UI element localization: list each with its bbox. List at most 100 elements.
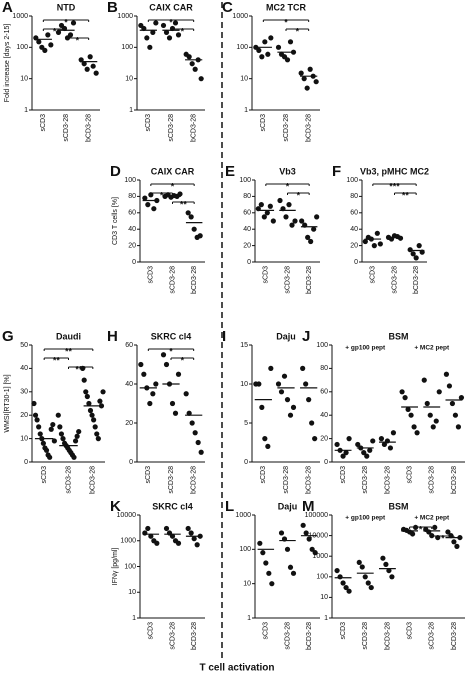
data-point [386,567,392,574]
x-tick-label: bCD3-28 [191,114,198,142]
y-tick-label: 10 [125,76,133,83]
x-tick-label: sCD3 [40,114,47,132]
data-point [409,531,416,537]
y-tick-label: 100 [346,177,358,184]
data-point [81,377,87,383]
data-point [300,365,306,371]
y-tick-label: 40 [243,226,251,233]
panel-title: Daju [278,501,298,511]
data-point [298,70,304,76]
x-tick-label: bCD3-28 [86,114,93,142]
data-point [303,530,309,536]
x-tick-label: bCD3-28 [191,622,198,650]
data-point [308,238,314,245]
sig-label: *** [389,181,400,191]
data-point [188,214,194,220]
data-point [42,47,48,53]
data-point [343,584,349,591]
data-point [277,197,283,204]
data-point [356,559,362,566]
sig-label: *** [75,364,86,374]
data-point [413,255,419,261]
data-point [169,533,176,539]
y-tick-label: 0 [354,259,358,266]
y-tick-label: 1000 [312,553,328,560]
data-point [262,436,268,442]
x-tick-label: sCD3 [41,466,48,484]
panel-letter: G [2,328,14,345]
data-point [31,400,37,407]
x-tick-label: sCD3 [263,266,270,284]
panel-title: Daudi [56,331,81,341]
data-point [430,424,436,430]
x-tick-label: sCD3 [260,114,267,132]
data-point [84,393,90,400]
panel-letter: F [332,163,341,180]
sig-label: * [296,26,300,36]
x-tick-label: sCD3-28 [283,114,290,142]
panel-title: SKRC cl4 [151,331,192,341]
data-point [433,418,439,424]
x-tick-label: bCD3-28 [191,266,198,294]
data-point [410,251,416,257]
data-point [292,218,298,224]
y-tick-label: 10 [240,76,248,83]
data-point [97,398,103,404]
data-point [340,580,346,586]
data-point [142,195,148,201]
data-point [87,407,94,414]
sig-label: * [419,524,423,534]
data-point [189,61,195,67]
data-point [267,203,273,209]
data-point [40,440,46,446]
y-tick-label: 100000 [305,512,328,519]
data-point [150,391,156,397]
y-tick-label: 60 [350,210,358,217]
data-point [399,389,405,395]
data-point [362,574,368,580]
data-point [141,371,147,377]
data-point [300,522,306,528]
sig-label: ** [402,190,410,200]
data-point [36,39,42,45]
data-point [281,373,288,379]
data-point [260,550,266,556]
data-point [34,417,40,423]
data-point [37,431,43,437]
data-point [71,454,77,460]
data-point [148,533,154,539]
data-point [55,412,61,418]
data-point [390,430,397,436]
x-tick-label: sCD3-28 [168,114,175,142]
x-tick-label: sCD3 [340,466,347,484]
data-point [309,420,315,426]
data-point [361,450,367,456]
x-tick-label: sCD3-28 [362,466,369,494]
y-tick-label: 60 [320,389,328,396]
y-tick-label: 40 [20,365,28,372]
data-point [289,222,295,228]
data-point [160,22,167,29]
data-point [192,66,198,72]
y-tick-label: 0 [24,459,28,466]
y-tick-label: 10000 [309,532,329,539]
data-point [334,567,340,574]
y-tick-label: 60 [243,210,251,217]
x-tick-label: sCD3-28 [391,266,398,294]
x-tick-label: sCD3 [406,622,413,640]
x-tick-label: sCD3 [148,266,155,284]
data-point [364,453,370,459]
data-point [81,61,87,67]
x-tick-label: sCD3-28 [169,266,176,294]
data-point [284,57,291,63]
y-tick-label: 10000 [117,512,137,519]
data-point [145,202,151,208]
data-point [278,389,285,395]
x-tick-label: bCD3-28 [306,266,313,294]
x-tick-label: sCD3-28 [168,466,175,494]
data-point [32,412,39,418]
data-point [257,540,263,546]
panel-title: Vb3 [279,166,296,176]
y-tick-label: 1000 [120,538,136,545]
